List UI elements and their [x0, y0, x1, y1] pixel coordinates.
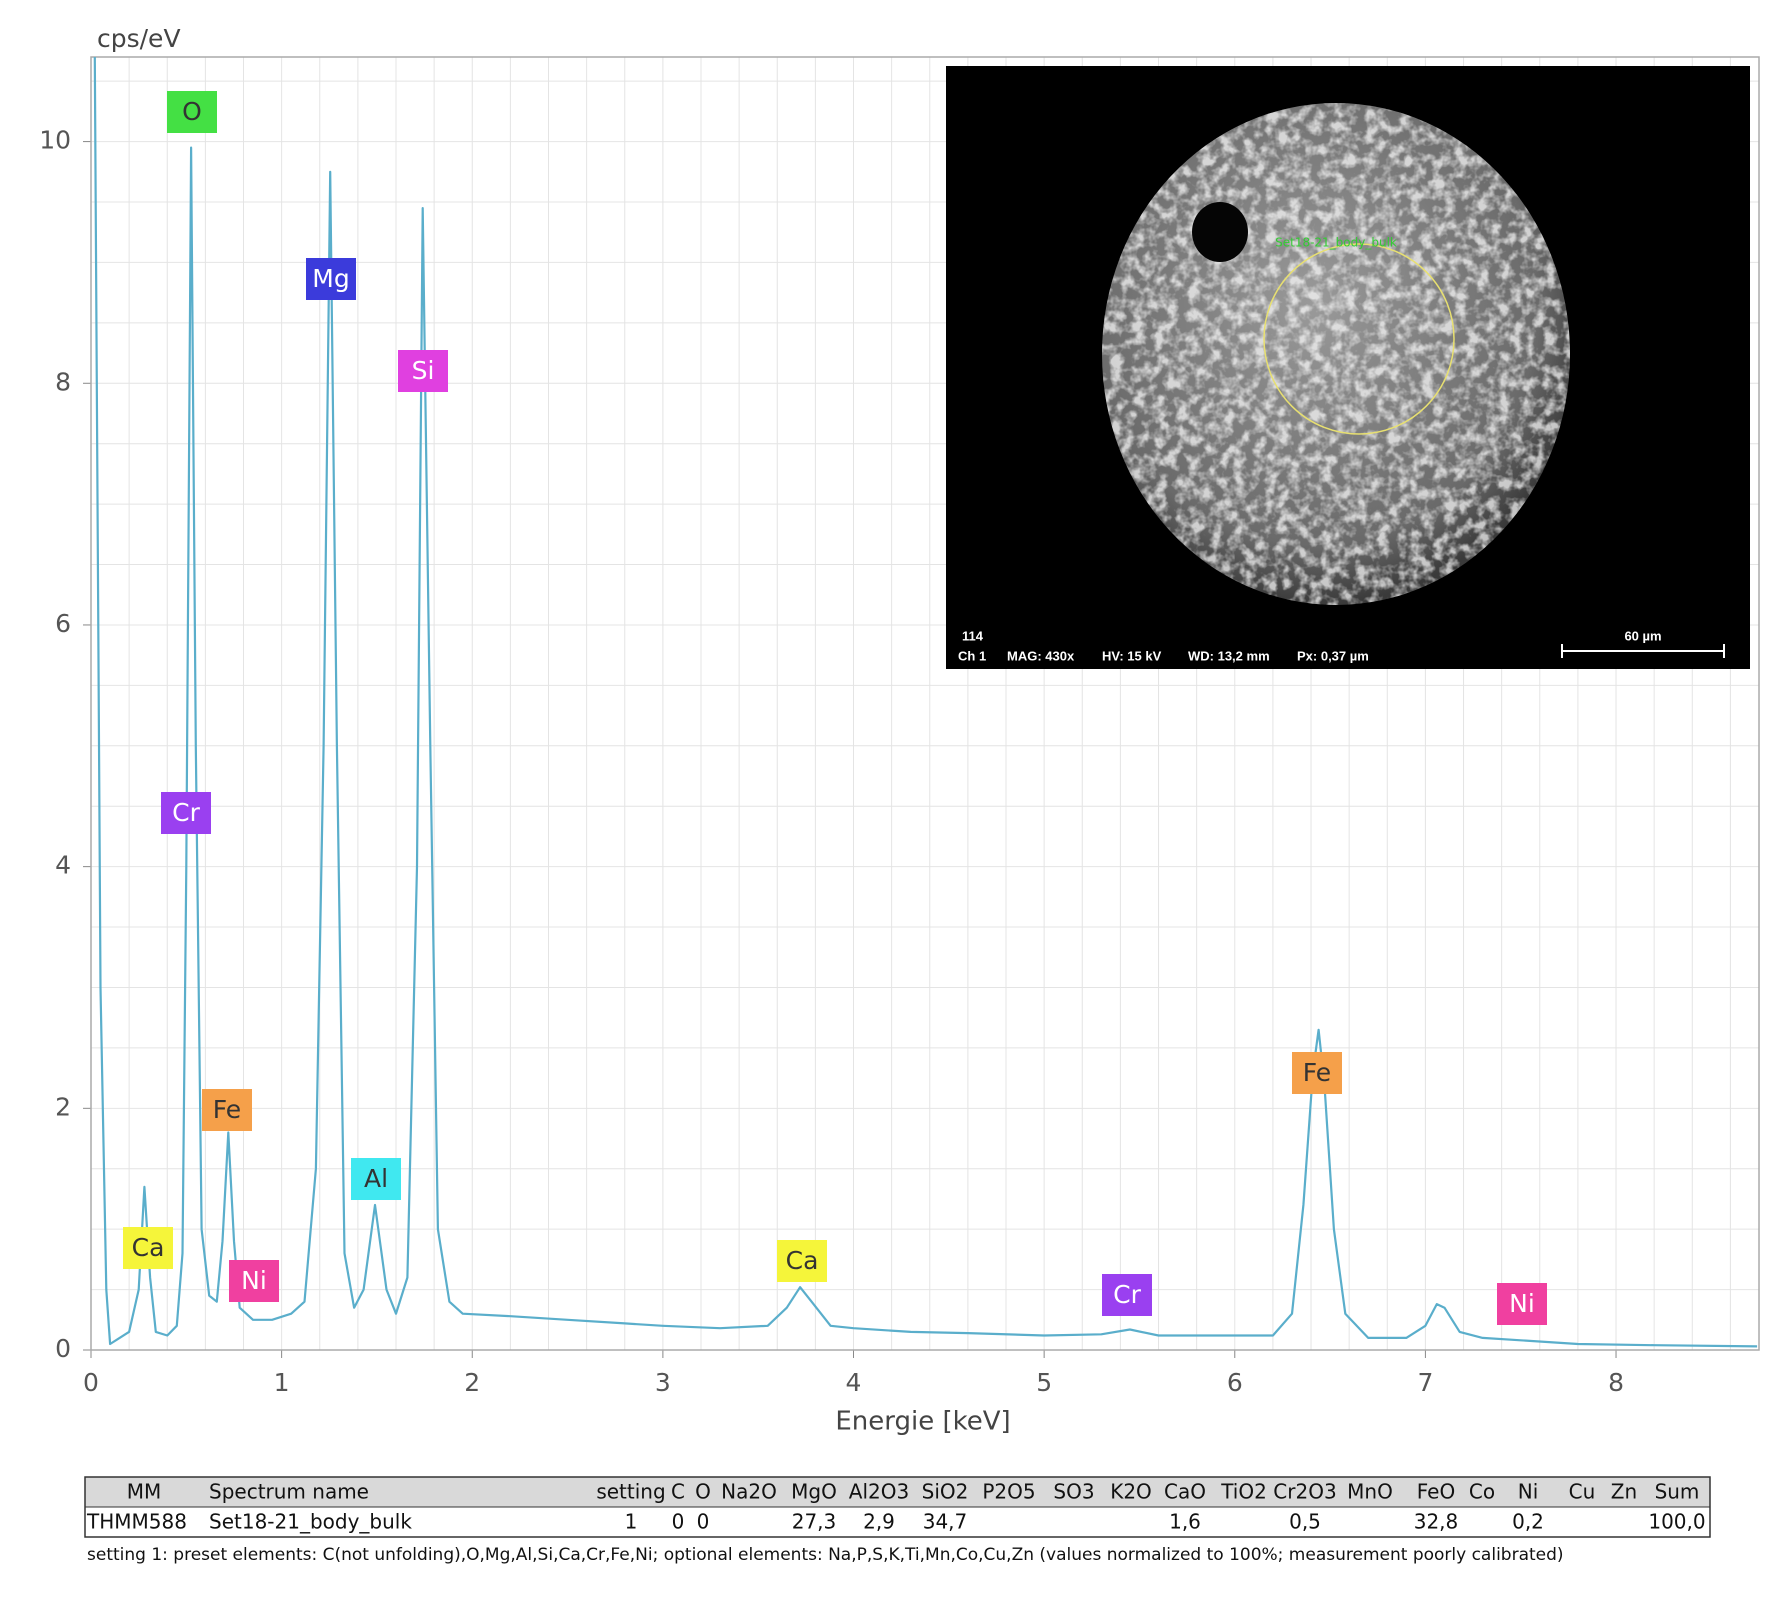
table-header-cell: Na2O — [721, 1480, 777, 1504]
table-header-cell: Co — [1469, 1480, 1495, 1504]
element-label: Ca — [777, 1240, 827, 1282]
table-cell: 100,0 — [1648, 1510, 1705, 1534]
table-cell: 2,9 — [863, 1510, 895, 1534]
element-label-text: Ni — [1509, 1289, 1535, 1318]
table-header-cell: Al2O3 — [849, 1480, 909, 1504]
table-cell: 0 — [672, 1510, 685, 1534]
y-tick-label: 10 — [39, 126, 71, 155]
element-label: Ni — [1497, 1283, 1547, 1325]
table-note: setting 1: preset elements: C(not unfold… — [87, 1545, 1564, 1565]
x-tick-label: 8 — [1608, 1368, 1624, 1397]
element-label-text: Fe — [1303, 1058, 1331, 1087]
x-tick-label: 6 — [1227, 1368, 1243, 1397]
element-label-text: Cr — [172, 798, 200, 827]
table-header-cell: Spectrum name — [209, 1480, 369, 1504]
element-label-text: O — [182, 97, 202, 126]
x-tick-label: 0 — [83, 1368, 99, 1397]
x-axis-label: Energie [keV] — [835, 1407, 1010, 1437]
y-tick-label: 0 — [55, 1334, 71, 1363]
table-cell: 34,7 — [923, 1510, 968, 1534]
pore — [1192, 202, 1248, 262]
table-header-cell: CaO — [1164, 1480, 1206, 1504]
element-label-text: Ca — [786, 1246, 819, 1275]
element-label: Ni — [229, 1260, 279, 1302]
element-label: Ca — [123, 1227, 173, 1269]
table-header-cell: O — [695, 1480, 711, 1504]
table-header-cell: Zn — [1611, 1480, 1637, 1504]
working-distance: WD: 13,2 mm — [1188, 648, 1270, 663]
table-header-cell: Cu — [1569, 1480, 1596, 1504]
table-header-cell: Sum — [1655, 1480, 1700, 1504]
element-label: Si — [398, 350, 448, 392]
table-cell: 0,2 — [1512, 1510, 1544, 1534]
element-label-text: Mg — [312, 264, 349, 293]
element-label-text: Al — [364, 1164, 388, 1193]
table-cell: 1 — [625, 1510, 638, 1534]
element-label-text: Ni — [241, 1266, 267, 1295]
channel: Ch 1 — [958, 648, 986, 663]
table-header-cell: Ni — [1518, 1480, 1539, 1504]
table-header-cell: P2O5 — [982, 1480, 1035, 1504]
table-cell: 0 — [697, 1510, 710, 1534]
magnification: MAG: 430x — [1007, 648, 1075, 663]
table-header-cell: setting — [596, 1480, 665, 1504]
x-tick-label: 5 — [1036, 1368, 1052, 1397]
table-cell: THMM588 — [86, 1510, 187, 1534]
region-label: Set18-21_body_bulk — [1275, 236, 1397, 250]
y-axis-label: cps/eV — [97, 24, 181, 53]
table-header-cell: MnO — [1347, 1480, 1393, 1504]
y-tick-label: 8 — [55, 367, 71, 396]
table-cell: 0,5 — [1289, 1510, 1321, 1534]
data-table: MM Spectrum name settingCO Na2O MgO Al2O3 SiO2… — [85, 1477, 1710, 1537]
element-label: Cr — [1102, 1274, 1152, 1316]
x-tick-label: 4 — [846, 1368, 862, 1397]
element-label-text: Cr — [1113, 1280, 1141, 1309]
element-label-text: Fe — [213, 1095, 241, 1124]
table-cell: 1,6 — [1169, 1510, 1201, 1534]
particle-texture — [1102, 103, 1570, 605]
scale-label: 60 µm — [1624, 628, 1661, 643]
x-tick-label: 2 — [464, 1368, 480, 1397]
x-tick-label: 7 — [1417, 1368, 1433, 1397]
table-header-cell: TiO2 — [1220, 1480, 1267, 1504]
table-header-cell: MM — [127, 1480, 162, 1504]
element-label: Fe — [202, 1089, 252, 1131]
table-header-cell: K2O — [1110, 1480, 1152, 1504]
sem-image: Set18-21_body_bulk 114 Ch 1 MAG: 430x HV… — [946, 66, 1750, 669]
x-tick-label: 1 — [274, 1368, 290, 1397]
element-label-text: Si — [412, 356, 435, 385]
table-cell: 32,8 — [1414, 1510, 1459, 1534]
element-label: Mg — [306, 258, 356, 300]
element-label: Fe — [1292, 1052, 1342, 1094]
table-header-cell: SO3 — [1053, 1480, 1094, 1504]
table-header-cell: Cr2O3 — [1273, 1480, 1336, 1504]
pixel-size: Px: 0,37 µm — [1297, 648, 1369, 663]
frame-number: 114 — [962, 628, 984, 643]
element-label: Cr — [161, 792, 211, 834]
table-header-cell: MgO — [791, 1480, 837, 1504]
voltage: HV: 15 kV — [1102, 648, 1162, 663]
table-cell: Set18-21_body_bulk — [209, 1510, 412, 1534]
table-cell: 27,3 — [792, 1510, 837, 1534]
element-label: O — [167, 91, 217, 133]
table-header-cell: FeO — [1417, 1480, 1455, 1504]
x-tick-label: 3 — [655, 1368, 671, 1397]
element-label: Al — [351, 1158, 401, 1200]
element-label-text: Ca — [132, 1233, 165, 1262]
table-header-cell: SiO2 — [922, 1480, 969, 1504]
y-tick-label: 6 — [55, 609, 71, 638]
y-tick-label: 2 — [55, 1092, 71, 1121]
y-tick-label: 4 — [55, 851, 71, 880]
table-header-cell: C — [671, 1480, 685, 1504]
